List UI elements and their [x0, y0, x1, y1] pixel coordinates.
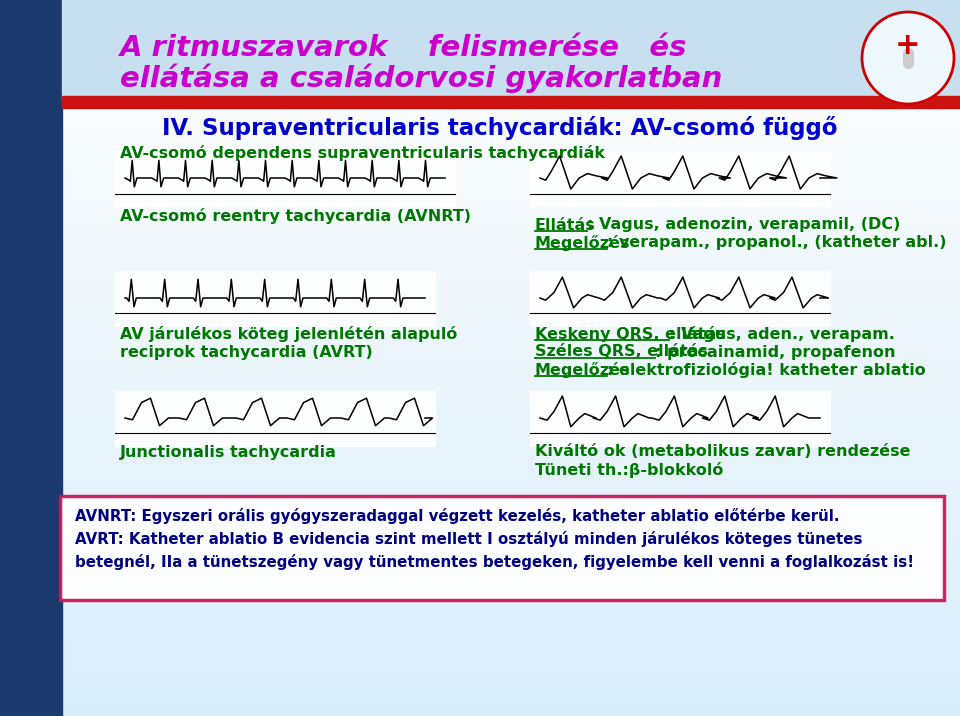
Bar — [115, 151, 455, 206]
Bar — [62, 0, 960, 100]
Bar — [0, 0, 62, 716]
Text: AV-csomó dependens supraventricularis tachycardiák: AV-csomó dependens supraventricularis ta… — [120, 145, 605, 161]
Text: AV járulékos köteg jelenlétén alapuló: AV járulékos köteg jelenlétén alapuló — [120, 326, 457, 342]
Circle shape — [862, 12, 954, 104]
Text: ellátása a családorvosi gyakorlatban: ellátása a családorvosi gyakorlatban — [120, 63, 722, 93]
Text: : procainamid, propafenon: : procainamid, propafenon — [655, 344, 896, 359]
Text: +: + — [895, 32, 921, 60]
Text: betegnél, IIa a tünetszegény vagy tünetmentes betegeken, figyelembe kell venni a: betegnél, IIa a tünetszegény vagy tünetm… — [75, 554, 914, 570]
Text: Keskeny QRS, ellátás: Keskeny QRS, ellátás — [535, 326, 726, 342]
Text: Ellátás: Ellátás — [535, 218, 596, 233]
Text: : elektrofiziológia! katheter ablatio: : elektrofiziológia! katheter ablatio — [607, 362, 925, 378]
Text: AVRT: Katheter ablatio B evidencia szint mellett I osztályú minden járulékos köt: AVRT: Katheter ablatio B evidencia szint… — [75, 531, 862, 547]
Text: Kiváltó ok (metabolikus zavar) rendezése: Kiváltó ok (metabolikus zavar) rendezése — [535, 445, 910, 460]
Text: : Vagus, adenozin, verapamil, (DC): : Vagus, adenozin, verapamil, (DC) — [587, 218, 900, 233]
Text: Megelőzés: Megelőzés — [535, 362, 631, 378]
Text: IV. Supraventricularis tachycardiák: AV-csomó függő: IV. Supraventricularis tachycardiák: AV-… — [162, 116, 838, 140]
Text: AV-csomó reentry tachycardia (AVNRT): AV-csomó reentry tachycardia (AVNRT) — [120, 208, 471, 224]
Text: : Vagus, aden., verapam.: : Vagus, aden., verapam. — [669, 326, 895, 342]
FancyBboxPatch shape — [60, 496, 944, 600]
Text: AVNRT: Egyszeri orális gyógyszeradaggal végzett kezelés, katheter ablatio előtér: AVNRT: Egyszeri orális gyógyszeradaggal … — [75, 508, 839, 524]
Text: Junctionalis tachycardia: Junctionalis tachycardia — [120, 445, 337, 460]
Bar — [115, 271, 435, 326]
Bar — [62, 96, 960, 108]
Text: A ritmuszavarok    felismerése   és: A ritmuszavarok felismerése és — [120, 34, 687, 62]
Bar — [530, 271, 830, 326]
Text: Tüneti th.:β-blokkoló: Tüneti th.:β-blokkoló — [535, 462, 724, 478]
Bar — [530, 391, 830, 446]
Text: Széles QRS, ellátás: Széles QRS, ellátás — [535, 344, 708, 359]
Text: : verapam., propanol., (katheter abl.): : verapam., propanol., (katheter abl.) — [607, 236, 947, 251]
Bar — [115, 391, 435, 446]
Bar — [530, 151, 830, 206]
Text: Megelőzés: Megelőzés — [535, 235, 631, 251]
Text: reciprok tachycardia (AVRT): reciprok tachycardia (AVRT) — [120, 344, 372, 359]
